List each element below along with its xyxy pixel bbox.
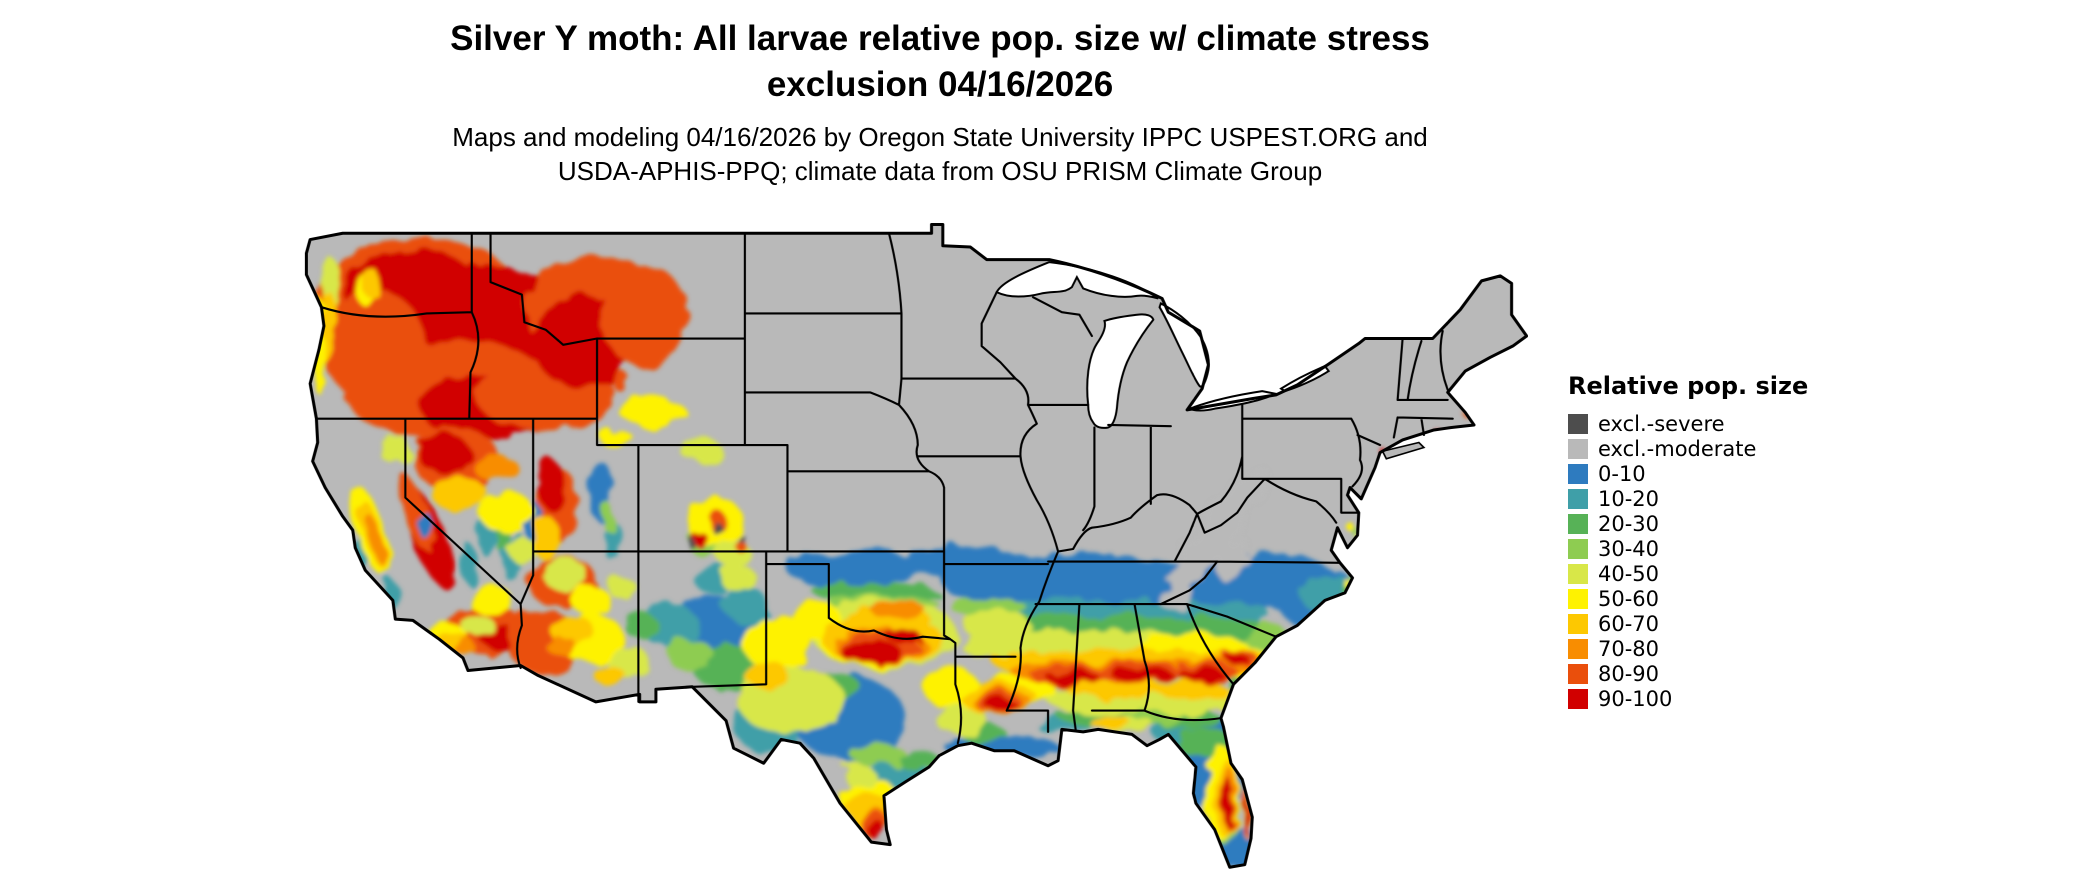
legend-label: 40-50 <box>1598 561 1660 586</box>
title-line-2: exclusion 04/16/2026 <box>766 64 1114 104</box>
legend-swatch <box>1568 489 1588 509</box>
lake-michigan <box>1086 313 1155 429</box>
state-borders <box>315 232 1454 745</box>
legend-item: 10-20 <box>1568 486 1808 511</box>
page-subtitle: Maps and modeling 04/16/2026 by Oregon S… <box>130 120 1750 189</box>
legend-label: 0-10 <box>1598 461 1646 486</box>
legend-swatch <box>1568 689 1588 709</box>
legend-label: 10-20 <box>1598 486 1660 511</box>
legend-label: 30-40 <box>1598 536 1660 561</box>
legend-item: 40-50 <box>1568 561 1808 586</box>
legend-swatch <box>1568 564 1588 584</box>
legend-swatch <box>1568 514 1588 534</box>
legend-label: 70-80 <box>1598 636 1660 661</box>
legend-label: excl.-severe <box>1598 411 1725 436</box>
legend-label: 60-70 <box>1598 611 1660 636</box>
legend-item: 50-60 <box>1568 586 1808 611</box>
us-map-svg <box>304 223 1528 869</box>
legend-item: excl.-severe <box>1568 411 1808 436</box>
legend-item: 30-40 <box>1568 536 1808 561</box>
us-climate-suitability-map <box>300 222 1528 886</box>
legend-swatch <box>1568 614 1588 634</box>
subtitle-line-1: Maps and modeling 04/16/2026 by Oregon S… <box>452 122 1428 152</box>
legend-items: excl.-severe excl.-moderate 0-10 10-20 20-30… <box>1568 411 1808 711</box>
legend-item: 0-10 <box>1568 461 1808 486</box>
legend-label: 80-90 <box>1598 661 1660 686</box>
legend-item: 60-70 <box>1568 611 1808 636</box>
legend-item: 80-90 <box>1568 661 1808 686</box>
us-outline <box>304 223 1528 869</box>
legend-item: 70-80 <box>1568 636 1808 661</box>
legend-title: Relative pop. size <box>1568 372 1809 400</box>
legend: Relative pop. size excl.-severe excl.-mod… <box>1568 372 1808 714</box>
legend-label: 90-100 <box>1598 686 1673 711</box>
subtitle-line-2: USDA-APHIS-PPQ; climate data from OSU PR… <box>557 156 1323 187</box>
legend-item: excl.-moderate <box>1568 436 1808 461</box>
title-line-1: Silver Y moth: All larvae relative pop. … <box>450 19 1430 58</box>
legend-swatch <box>1568 414 1588 434</box>
legend-label: 20-30 <box>1598 511 1660 536</box>
long-island <box>1381 441 1426 460</box>
legend-item: 20-30 <box>1568 511 1808 536</box>
legend-label: excl.-moderate <box>1598 436 1757 461</box>
legend-swatch <box>1568 589 1588 609</box>
legend-swatch <box>1568 439 1588 459</box>
page-title: Silver Y moth: All larvae relative pop. … <box>130 16 1750 107</box>
legend-swatch <box>1568 664 1588 684</box>
legend-swatch <box>1568 464 1588 484</box>
legend-swatch <box>1568 539 1588 559</box>
legend-swatch <box>1568 639 1588 659</box>
legend-label: 50-60 <box>1598 586 1660 611</box>
climate-raster-layer <box>306 224 1527 868</box>
legend-item: 90-100 <box>1568 686 1808 711</box>
